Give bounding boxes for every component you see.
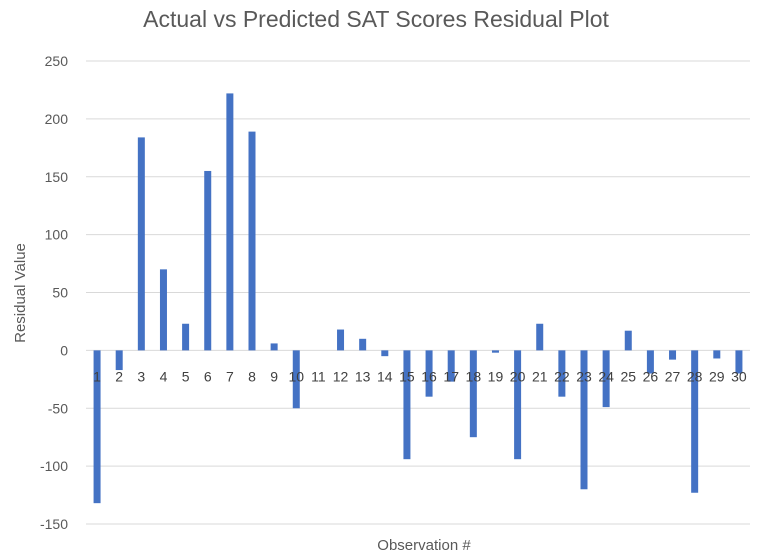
chart-title: Actual vs Predicted SAT Scores Residual …: [143, 6, 609, 32]
x-tick-label: 28: [687, 368, 703, 384]
x-tick-label: 10: [288, 368, 304, 384]
x-tick-label: 14: [377, 368, 393, 384]
bar-obs-12: [337, 329, 345, 351]
bar-obs-25: [624, 330, 632, 351]
x-tick-label: 9: [270, 368, 278, 384]
y-tick-label: -50: [48, 400, 68, 416]
x-tick-label: 2: [115, 368, 123, 384]
bar-obs-14: [381, 350, 389, 357]
bar-obs-15: [403, 350, 411, 460]
y-tick-label: 150: [45, 169, 69, 185]
y-tick-label: -150: [40, 516, 68, 532]
bar-obs-18: [469, 350, 477, 438]
x-tick-label: 20: [510, 368, 526, 384]
x-tick-label: 24: [598, 368, 614, 384]
bar-obs-23: [580, 350, 588, 490]
x-tick-label: 17: [443, 368, 459, 384]
x-tick-label: 26: [643, 368, 659, 384]
y-tick-label: 0: [60, 342, 68, 358]
bar-obs-5: [182, 323, 190, 351]
bar-obs-7: [226, 93, 234, 351]
bar-obs-2: [115, 350, 123, 371]
y-axis-label: Residual Value: [12, 243, 29, 343]
x-tick-label: 5: [182, 368, 190, 384]
bar-obs-27: [669, 350, 677, 360]
bar-obs-19: [491, 350, 499, 353]
bar-obs-22: [558, 350, 566, 397]
bar-obs-24: [602, 350, 610, 408]
gridlines: [86, 60, 750, 525]
x-tick-label: 15: [399, 368, 415, 384]
y-tick-label: 50: [52, 285, 68, 301]
bar-obs-21: [536, 323, 544, 351]
x-tick-label: 25: [620, 368, 636, 384]
y-tick-label: -100: [40, 458, 68, 474]
x-tick-label: 27: [665, 368, 681, 384]
y-tick-label: 250: [45, 53, 69, 69]
x-tick-label: 12: [333, 368, 349, 384]
x-tick-label: 6: [204, 368, 212, 384]
bar-obs-6: [204, 170, 212, 351]
bars: [93, 93, 743, 504]
x-tick-label: 1: [93, 368, 101, 384]
x-tick-label: 8: [248, 368, 256, 384]
y-axis-ticks: 250 200 150 100 50 0 -50 -100 -150: [40, 53, 68, 532]
x-tick-label: 3: [137, 368, 145, 384]
x-tick-label: 19: [488, 368, 504, 384]
bar-obs-1: [93, 350, 101, 504]
bar-obs-26: [646, 350, 654, 374]
x-axis-label: Observation #: [377, 537, 471, 554]
x-tick-label: 18: [466, 368, 482, 384]
x-tick-label: 22: [554, 368, 570, 384]
x-category-labels: 1 2 3 4 5 6 7 8 9 10 11 12 13 14 15 16 17 18 19 20 21 22 23 24 2…: [93, 368, 747, 384]
x-tick-label: 29: [709, 368, 725, 384]
bar-obs-20: [514, 350, 522, 460]
x-tick-label: 4: [160, 368, 168, 384]
bar-obs-30: [735, 350, 743, 374]
bar-obs-29: [713, 350, 721, 359]
bar-obs-9: [270, 343, 278, 351]
bar-obs-3: [137, 137, 145, 351]
bar-obs-17: [447, 350, 455, 382]
bar-obs-4: [159, 269, 167, 351]
bar-obs-28: [691, 350, 699, 493]
bar-obs-8: [248, 131, 256, 351]
x-tick-label: 16: [421, 368, 437, 384]
y-tick-label: 100: [45, 227, 69, 243]
x-tick-label: 21: [532, 368, 548, 384]
bar-obs-13: [359, 338, 367, 351]
x-tick-label: 7: [226, 368, 234, 384]
x-tick-label: 13: [355, 368, 371, 384]
x-tick-label: 30: [731, 368, 747, 384]
bar-obs-10: [292, 350, 300, 409]
bar-obs-16: [425, 350, 433, 397]
y-tick-label: 200: [45, 111, 69, 127]
x-tick-label: 23: [576, 368, 592, 384]
x-tick-label: 11: [311, 368, 326, 384]
